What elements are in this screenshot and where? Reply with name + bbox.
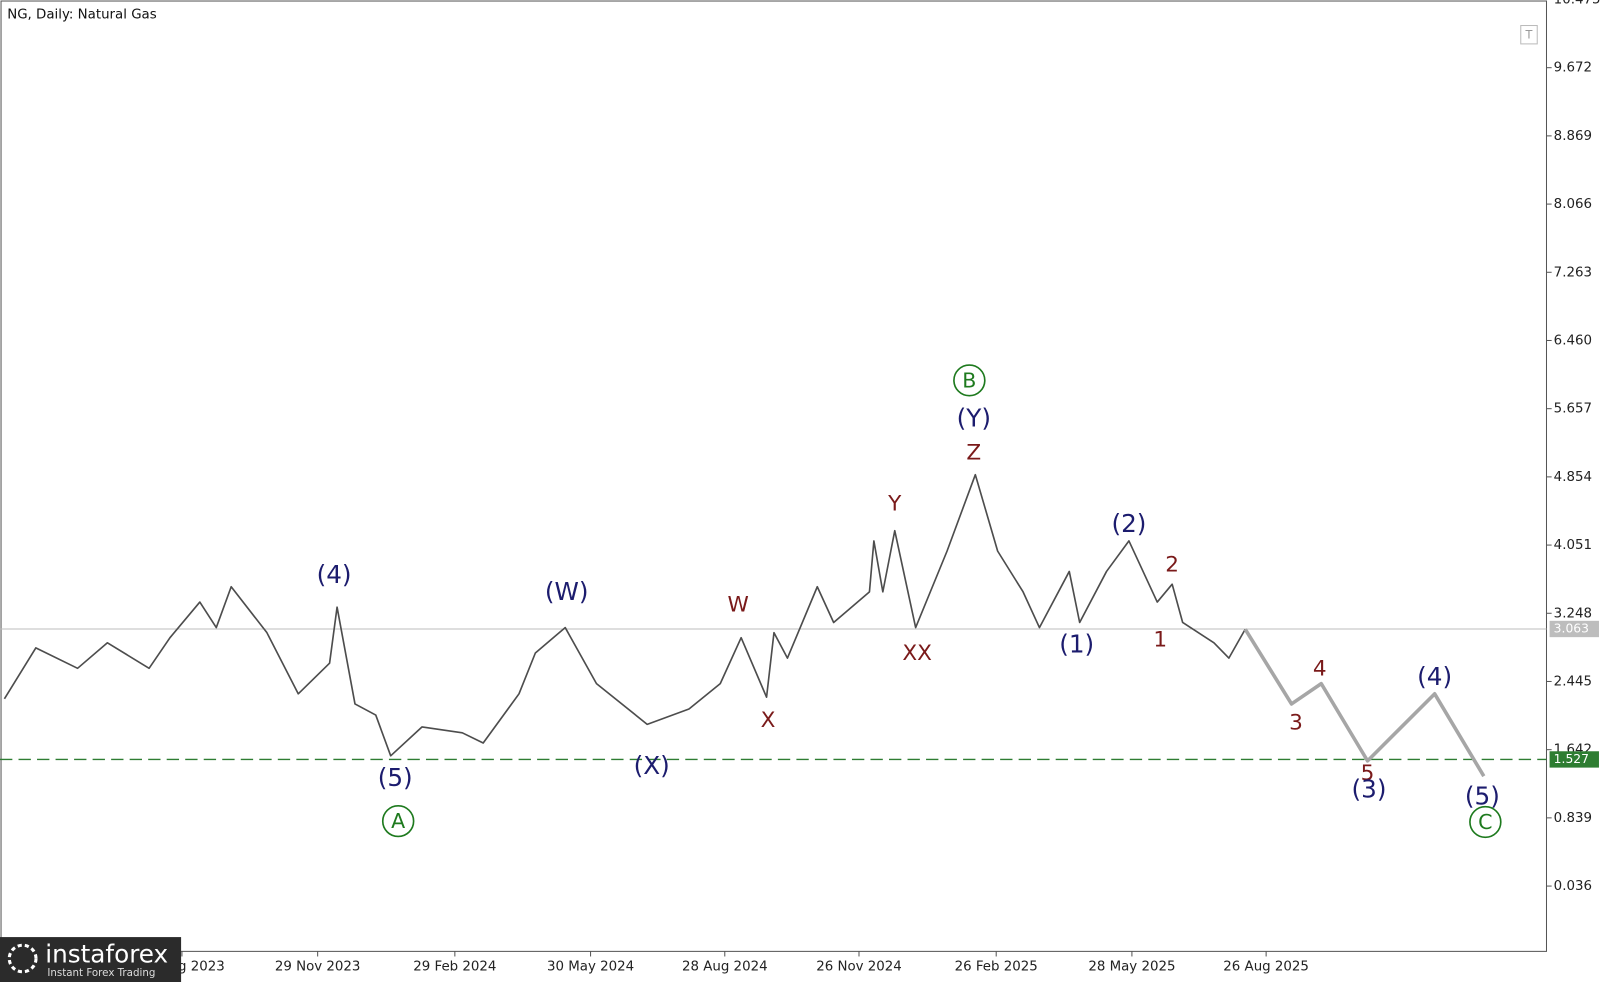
wave-circle bbox=[381, 805, 415, 838]
y-tick-label: 3.248 bbox=[1554, 606, 1592, 621]
y-tick-label: 7.263 bbox=[1554, 265, 1592, 280]
x-tick-label: 26 Aug 2025 bbox=[1223, 960, 1309, 975]
wave-label: W bbox=[728, 593, 749, 618]
wave-label: 2 bbox=[1165, 553, 1179, 578]
wave-label: 1 bbox=[1153, 628, 1167, 653]
wave-circle bbox=[1469, 805, 1502, 839]
wave-label: (2) bbox=[1111, 509, 1146, 538]
y-tick-label: 8.066 bbox=[1554, 197, 1592, 212]
wave-label: 5 bbox=[1361, 761, 1375, 786]
x-tick-label: 29 Nov 2023 bbox=[275, 960, 361, 975]
wave-label: (X) bbox=[634, 751, 670, 780]
x-tick-label: 30 May 2024 bbox=[547, 960, 634, 975]
y-tick-label: 6.460 bbox=[1554, 334, 1592, 349]
wave-label: (5) bbox=[1465, 782, 1500, 811]
price-level-label: 3.063 bbox=[1554, 622, 1589, 636]
logo: instaforex Instant Forex Trading bbox=[0, 937, 182, 982]
wave-label: (4) bbox=[1417, 662, 1452, 691]
logo-name: instaforex bbox=[45, 940, 168, 969]
price-line bbox=[3, 473, 1246, 757]
price-level-box bbox=[1549, 751, 1599, 768]
wave-label: B bbox=[962, 368, 976, 392]
wave-label: (3) bbox=[1352, 775, 1387, 804]
wave-circle bbox=[953, 364, 986, 397]
wave-label: 3 bbox=[1289, 711, 1303, 736]
wave-label: X bbox=[761, 708, 776, 733]
wave-label: 4 bbox=[1313, 656, 1327, 681]
logo-icon bbox=[7, 943, 38, 974]
wave-label: C bbox=[1478, 810, 1492, 834]
y-tick-label: 2.445 bbox=[1554, 674, 1592, 689]
price-level-label: 1.527 bbox=[1554, 752, 1589, 766]
y-tick-label: 4.854 bbox=[1554, 470, 1592, 485]
y-tick-label: 5.657 bbox=[1554, 402, 1592, 417]
forecast-line bbox=[1243, 628, 1486, 778]
wave-label: (4) bbox=[317, 560, 352, 589]
wave-label: (5) bbox=[378, 763, 413, 792]
y-tick-label: 0.036 bbox=[1554, 879, 1592, 894]
y-tick-label: 10.475 bbox=[1554, 0, 1600, 7]
x-tick-label: 26 Feb 2025 bbox=[955, 960, 1038, 975]
toolbar-icon[interactable] bbox=[1520, 25, 1538, 45]
wave-label: XX bbox=[902, 641, 932, 666]
y-tick-label: 4.051 bbox=[1554, 538, 1592, 553]
wave-label: (W) bbox=[545, 577, 589, 606]
x-tick-label: 26 Nov 2024 bbox=[816, 960, 902, 975]
wave-label: (Y) bbox=[957, 404, 991, 433]
price-level-box bbox=[1549, 620, 1599, 638]
y-tick-label: 8.869 bbox=[1554, 129, 1592, 144]
wave-label: Z bbox=[966, 441, 981, 466]
y-tick-label: 9.672 bbox=[1554, 61, 1592, 76]
logo-background bbox=[0, 937, 182, 982]
x-tick-label: 29 Feb 2024 bbox=[413, 960, 496, 975]
logo-tagline: Instant Forex Trading bbox=[47, 967, 155, 979]
wave-label: (1) bbox=[1059, 630, 1094, 659]
wave-label: Y bbox=[887, 492, 902, 517]
x-tick-label: 28 Aug 2024 bbox=[682, 960, 768, 975]
plot-frame bbox=[0, 0, 1548, 952]
chart-title: NG, Daily: Natural Gas bbox=[7, 7, 157, 22]
toolbar-icon-glyph: T bbox=[1525, 29, 1533, 42]
wave-label: A bbox=[391, 809, 405, 833]
x-tick-label: 28 May 2025 bbox=[1088, 960, 1175, 975]
y-tick-label: 0.839 bbox=[1554, 811, 1592, 826]
